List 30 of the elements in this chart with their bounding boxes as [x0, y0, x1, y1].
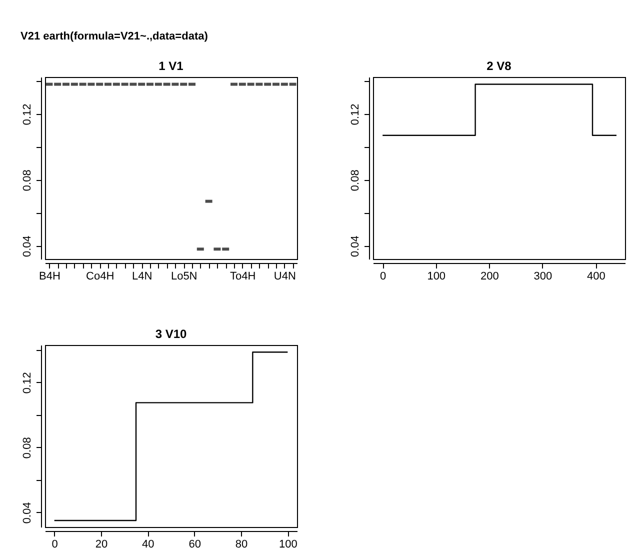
y-tick-label: 0.08: [350, 170, 362, 192]
x-tick-label: 80: [235, 538, 248, 548]
y-tick-label: 0.12: [22, 104, 34, 126]
y-tick-label: 0.12: [22, 372, 34, 394]
x-tick-label: 60: [188, 538, 201, 548]
y-tick-label: 0.08: [22, 437, 34, 459]
x-tick-label: 0: [380, 270, 386, 282]
chart-title: 2 V8: [486, 59, 512, 73]
x-tick-label: 100: [278, 538, 298, 548]
x-tick-label: B4H: [38, 270, 60, 282]
y-tick-label: 0.04: [22, 502, 34, 524]
y-tick-label: 0.04: [22, 236, 34, 258]
y-tick-label: 0.12: [350, 104, 362, 126]
x-tick-label: To4H: [230, 270, 256, 282]
x-tick-label: 300: [534, 270, 552, 282]
x-tick-label: 100: [427, 270, 446, 282]
chart-title: 1 V1: [158, 59, 184, 73]
x-tick-label: 40: [142, 538, 154, 548]
x-tick-label: Lo5N: [170, 270, 198, 282]
x-tick-label: 200: [480, 270, 499, 282]
x-tick-label: U4N: [274, 270, 296, 282]
x-tick-label: 0: [52, 538, 58, 548]
x-tick-label: 20: [95, 538, 108, 548]
x-tick-label: L4N: [132, 270, 152, 282]
x-tick-label: Co4H: [86, 270, 114, 282]
text: V21 earth(formula=V21~.,data=data): [20, 30, 208, 42]
y-tick-label: 0.04: [350, 236, 362, 258]
chart-title: 3 V10: [155, 327, 188, 341]
x-tick-label: 400: [587, 270, 606, 282]
y-tick-label: 0.08: [22, 170, 34, 192]
